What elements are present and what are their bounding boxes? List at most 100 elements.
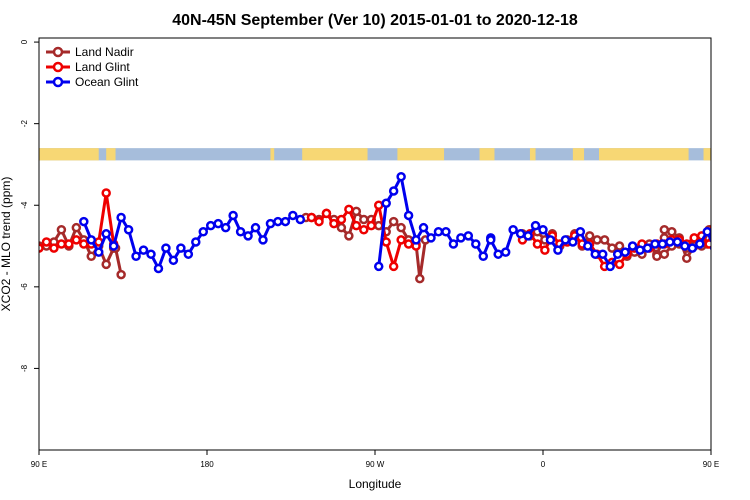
data-point: [198, 227, 209, 237]
legend-label: Land Nadir: [75, 45, 134, 59]
data-point: [614, 259, 625, 270]
data-point: [321, 208, 332, 219]
land-band-segment: [529, 148, 536, 161]
data-point: [403, 210, 414, 221]
data-point: [39, 243, 44, 253]
data-point: [680, 241, 690, 251]
data-point: [652, 251, 662, 261]
data-point: [344, 204, 354, 215]
land-ocean-band: [39, 148, 711, 161]
data-point: [146, 249, 156, 259]
data-point: [336, 214, 347, 225]
data-point: [650, 239, 660, 249]
data-point: [734, 271, 741, 278]
data-point: [366, 220, 377, 231]
data-point: [687, 243, 698, 253]
data-point: [79, 239, 89, 249]
data-point: [478, 251, 489, 261]
data-point: [205, 220, 216, 231]
data-point: [538, 224, 548, 235]
data-point: [138, 245, 149, 255]
data-point: [508, 224, 518, 235]
legend-marker: [52, 46, 64, 58]
data-point: [713, 190, 720, 197]
data-point: [344, 231, 354, 241]
x-tick-label: 180: [200, 460, 214, 469]
data-point: [433, 227, 444, 237]
land-band-segment: [599, 148, 689, 161]
data-point: [493, 249, 503, 259]
data-point: [471, 239, 481, 249]
data-point: [161, 243, 171, 253]
data-point: [359, 224, 369, 235]
land-band-segment: [270, 148, 275, 161]
series-line: [730, 246, 737, 275]
data-point: [642, 243, 653, 253]
data-point: [667, 227, 677, 237]
data-point: [726, 253, 733, 260]
data-point: [681, 253, 692, 264]
data-point: [614, 241, 625, 251]
data-point: [56, 224, 67, 235]
data-point: [734, 247, 741, 254]
data-point: [530, 220, 541, 231]
data-point: [403, 239, 414, 249]
data-point: [702, 227, 711, 237]
data-point: [351, 206, 362, 217]
data-point: [265, 218, 276, 229]
data-point: [153, 263, 164, 274]
y-axis-label: XCO2 - MLO trend (ppm): [0, 177, 13, 312]
x-tick-label: 0: [541, 460, 546, 469]
data-point: [704, 239, 711, 249]
data-point: [101, 229, 111, 239]
data-point: [381, 198, 391, 208]
land-band-segment: [397, 148, 445, 161]
data-point: [388, 261, 399, 272]
data-point: [79, 216, 89, 227]
data-point: [131, 251, 141, 261]
data-point: [721, 216, 728, 223]
data-point: [612, 249, 623, 259]
data-point: [441, 227, 451, 237]
data-point: [396, 171, 406, 182]
data-point: [213, 218, 223, 229]
data-point: [71, 222, 82, 233]
data-point: [709, 226, 711, 233]
x-tick-label: 90 W: [366, 460, 385, 469]
y-tick-label: -2: [20, 120, 29, 128]
data-point: [560, 235, 571, 245]
data-point: [41, 237, 52, 247]
data-point: [314, 216, 324, 227]
y-tick-label: -4: [20, 201, 29, 209]
data-point: [336, 222, 347, 233]
data-point: [523, 231, 533, 241]
legend-label: Land Glint: [75, 60, 130, 74]
land-band-segment: [572, 148, 585, 161]
data-point: [396, 235, 406, 245]
data-point: [396, 222, 406, 233]
land-band-segment: [106, 148, 116, 161]
data-point: [532, 239, 543, 249]
data-point: [280, 216, 291, 227]
data-point: [597, 249, 608, 259]
data-point: [659, 224, 670, 235]
y-tick-label: -6: [20, 283, 29, 291]
data-point: [515, 229, 526, 239]
data-point: [101, 188, 111, 198]
data-point: [665, 237, 675, 247]
data-point: [463, 231, 474, 241]
data-point: [500, 247, 511, 257]
data-point: [553, 245, 563, 255]
data-point: [56, 239, 67, 249]
data-point: [86, 235, 97, 245]
legend-marker: [52, 61, 64, 73]
data-point: [592, 235, 602, 245]
data-point: [584, 231, 595, 241]
chart-title: 40N-45N September (Ver 10) 2015-01-01 to…: [172, 12, 578, 29]
data-point: [415, 273, 425, 284]
data-point: [726, 243, 733, 250]
data-point: [101, 259, 111, 270]
data-point: [71, 235, 82, 245]
data-point: [191, 237, 201, 247]
x-tick-label: 90 E: [31, 460, 47, 469]
